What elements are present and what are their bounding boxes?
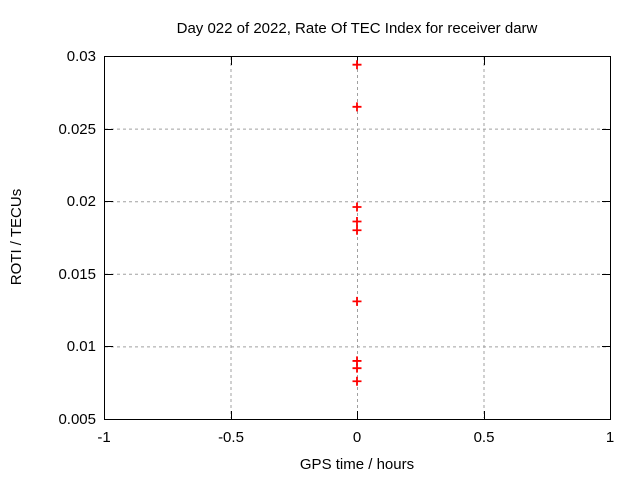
data-point-marker [352,102,362,112]
y-tick-label: 0.005 [58,411,96,428]
x-axis-label: GPS time / hours [299,456,415,473]
data-point-marker [352,363,362,373]
y-tick-label: 0.01 [67,338,96,355]
data-point-marker [352,296,362,306]
x-tick-label: 0 [353,429,361,446]
data-point-marker [352,60,362,70]
data-point-marker [352,202,362,212]
x-tick-label: 1 [606,429,614,446]
plot-border [104,56,611,420]
y-tick-label: 0.025 [58,121,96,138]
y-tick-label: 0.015 [58,266,96,283]
y-tick-label: 0.03 [67,48,96,65]
y-tick-label: 0.02 [67,193,96,210]
data-point-marker [352,376,362,386]
x-tick-label: 0.5 [474,429,495,446]
x-tick-label: -1 [97,429,110,446]
chart-title: Day 022 of 2022, Rate Of TEC Index for r… [176,20,538,37]
data-point-marker [352,225,362,235]
x-tick-label: -0.5 [218,429,244,446]
data-point-marker [352,217,362,227]
